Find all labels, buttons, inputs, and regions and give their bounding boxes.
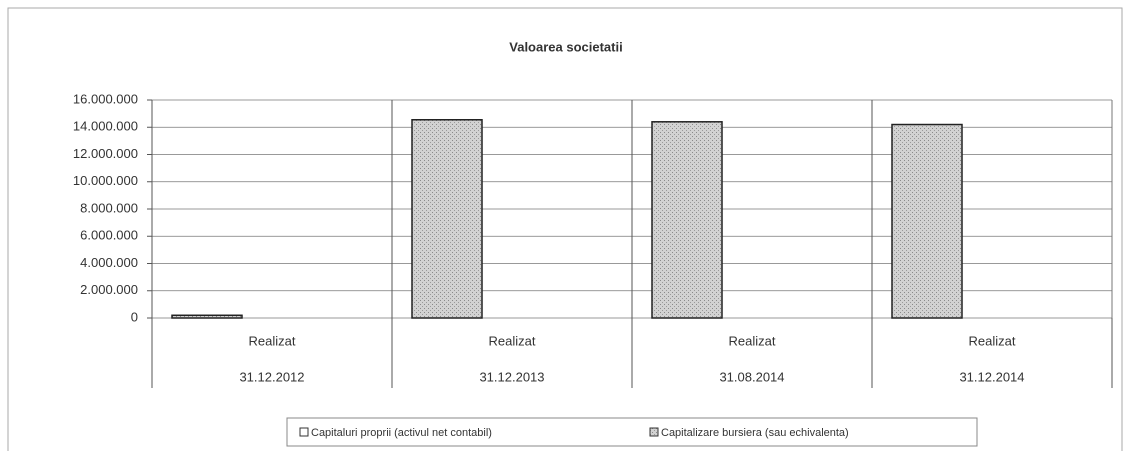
x-tick-label: Realizat — [249, 333, 296, 348]
bar — [411, 119, 483, 319]
x-tick-label: 31.08.2014 — [719, 369, 784, 384]
bar — [891, 123, 963, 319]
x-tick-label: 31.12.2014 — [959, 369, 1024, 384]
x-tick-label: Realizat — [489, 333, 536, 348]
y-tick-label: 10.000.000 — [73, 173, 138, 188]
y-tick-label: 6.000.000 — [80, 228, 138, 243]
y-tick-label: 14.000.000 — [73, 119, 138, 134]
y-tick-label: 2.000.000 — [80, 282, 138, 297]
x-tick-label: Realizat — [729, 333, 776, 348]
x-tick-label: Realizat — [969, 333, 1016, 348]
y-tick-label: 12.000.000 — [73, 146, 138, 161]
y-tick-label: 8.000.000 — [80, 200, 138, 215]
legend-swatch — [299, 427, 309, 437]
chart-title: Valoarea societatii — [509, 39, 622, 54]
y-tick-label: 0 — [131, 309, 138, 324]
y-tick-label: 4.000.000 — [80, 255, 138, 270]
x-tick-label: 31.12.2013 — [479, 369, 544, 384]
bar — [651, 121, 723, 319]
bar — [171, 314, 243, 319]
x-tick-label: 31.12.2012 — [239, 369, 304, 384]
legend-box — [286, 417, 978, 447]
y-tick-label: 16.000.000 — [73, 91, 138, 106]
legend-swatch — [649, 427, 659, 437]
legend-text: Capitalizare bursiera (sau echivalenta) — [661, 427, 849, 439]
legend-text: Capitaluri proprii (activul net contabil… — [311, 427, 492, 439]
